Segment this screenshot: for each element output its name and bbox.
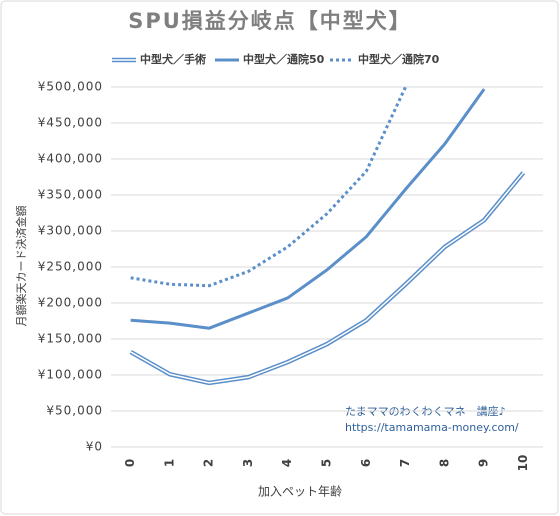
annotation: https://tamamama-money.com/ — [345, 421, 519, 434]
y-tick-label: ¥250,000 — [38, 260, 103, 274]
x-tick-label: 10 — [516, 455, 530, 472]
chart-title: SPU損益分岐点【中型犬】 — [128, 9, 412, 33]
x-tick-label: 3 — [241, 459, 255, 467]
x-tick-label: 2 — [202, 459, 216, 467]
x-tick-label: 7 — [398, 459, 412, 467]
y-tick-label: ¥300,000 — [38, 224, 103, 238]
y-tick-label: ¥350,000 — [38, 188, 103, 202]
series-line — [130, 86, 407, 288]
y-tick-label: ¥450,000 — [38, 116, 103, 130]
series-line-inner — [130, 172, 524, 384]
x-axis-label: 加入ペット年齢 — [258, 484, 342, 499]
x-tick-label: 6 — [359, 459, 373, 467]
y-tick-label: ¥400,000 — [38, 152, 103, 166]
series-line — [130, 88, 486, 330]
y-tick-label: ¥50,000 — [46, 404, 103, 418]
legend-label: 中型犬／通院50 — [243, 52, 325, 66]
x-tick-label: 0 — [123, 459, 137, 467]
y-tick-label: ¥0 — [86, 440, 103, 454]
legend-label: 中型犬／手術 — [140, 52, 206, 66]
y-tick-label: ¥100,000 — [38, 368, 103, 382]
x-tick-label: 4 — [280, 459, 294, 467]
x-tick-label: 1 — [162, 459, 176, 467]
y-tick-label: ¥500,000 — [38, 80, 103, 94]
y-tick-label: ¥200,000 — [38, 296, 103, 310]
legend-label: 中型犬／通院70 — [358, 52, 440, 66]
x-tick-label: 5 — [320, 459, 334, 467]
y-axis-label: 月額楽天カード決済金額 — [14, 206, 28, 327]
y-tick-label: ¥150,000 — [38, 332, 103, 346]
x-tick-label: 8 — [437, 459, 451, 467]
x-tick-label: 9 — [477, 459, 491, 467]
